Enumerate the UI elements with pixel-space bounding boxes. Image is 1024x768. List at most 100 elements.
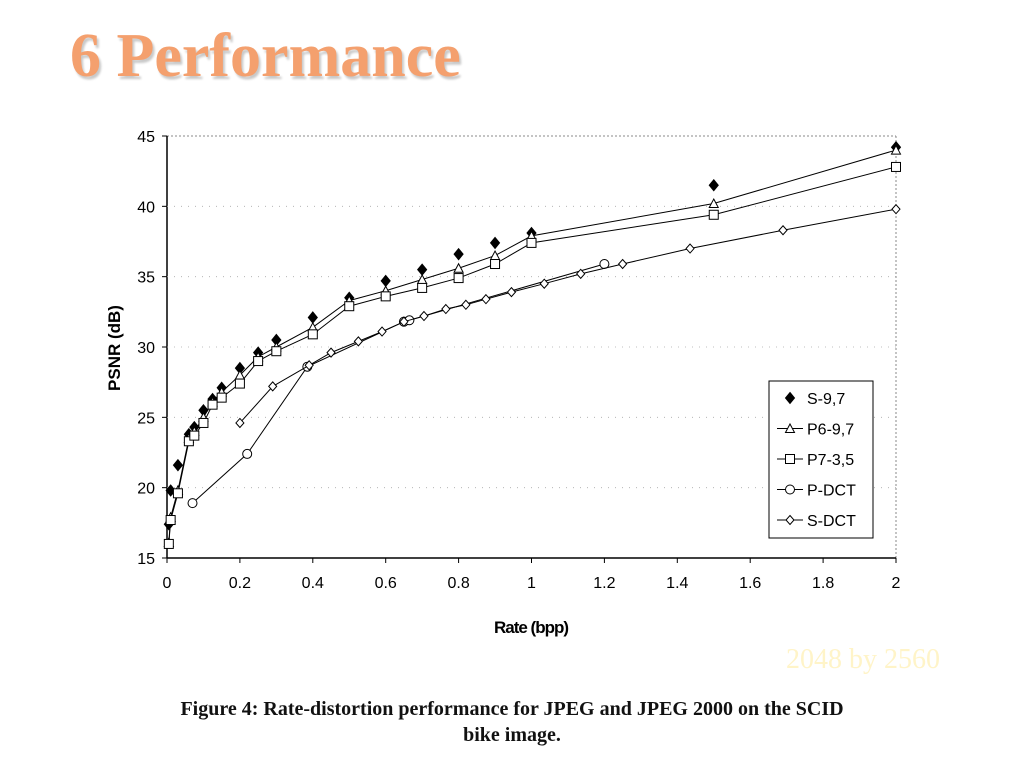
point-marker bbox=[189, 430, 200, 441]
point-marker bbox=[304, 360, 314, 371]
point-marker bbox=[506, 286, 517, 298]
figure-caption: Figure 4: Rate-distortion performance fo… bbox=[0, 696, 1024, 748]
y-tick-label: 15 bbox=[137, 551, 155, 568]
point-marker bbox=[165, 515, 176, 526]
point-marker bbox=[576, 268, 586, 280]
point-marker bbox=[685, 243, 695, 254]
point-marker bbox=[172, 458, 184, 472]
point-marker bbox=[489, 236, 501, 250]
point-marker bbox=[198, 417, 209, 428]
x-tick-label: 0.2 bbox=[229, 575, 251, 592]
legend-entry: S-9,7 bbox=[784, 391, 845, 408]
point-marker bbox=[539, 278, 549, 289]
point-marker bbox=[207, 399, 218, 410]
point-marker bbox=[708, 209, 719, 220]
point-marker bbox=[417, 263, 428, 276]
point-marker bbox=[481, 293, 491, 305]
x-tick-label: 0.4 bbox=[302, 575, 324, 592]
legend-label: P7-3,5 bbox=[807, 452, 854, 469]
point-marker bbox=[380, 274, 391, 288]
point-marker bbox=[490, 259, 501, 270]
caption-line-1: Figure 4: Rate-distortion performance fo… bbox=[180, 698, 844, 720]
legend-label: P6-9,7 bbox=[807, 422, 854, 439]
x-axis-ticks: 0 0.2 0.4 0.6 0.8 1 1.2 1.4 1.6 1.8 2 bbox=[163, 558, 901, 592]
point-marker bbox=[242, 448, 253, 459]
slide-title: 6 Performance bbox=[70, 22, 461, 90]
rate-distortion-chart: 0 0.2 0.4 0.6 0.8 1 1.2 1.4 1.6 1.8 2 15 20 25 30 35 40… bbox=[105, 129, 902, 637]
y-tick-label: 45 bbox=[137, 129, 155, 146]
point-marker bbox=[163, 538, 174, 549]
y-tick-label: 30 bbox=[137, 340, 155, 357]
x-tick-label: 0.8 bbox=[447, 575, 469, 592]
point-marker bbox=[377, 326, 387, 337]
point-marker bbox=[453, 262, 464, 273]
legend-entry: S-DCT bbox=[777, 513, 856, 530]
point-marker bbox=[307, 311, 318, 324]
point-marker bbox=[784, 422, 796, 433]
series-line bbox=[192, 263, 605, 504]
point-marker bbox=[307, 329, 318, 340]
point-marker bbox=[235, 417, 245, 429]
point-marker bbox=[419, 310, 429, 322]
point-marker bbox=[784, 391, 796, 405]
point-marker bbox=[526, 237, 537, 248]
y-tick-label: 25 bbox=[137, 410, 155, 427]
point-marker bbox=[785, 484, 795, 495]
x-tick-label: 1.6 bbox=[739, 575, 761, 592]
legend-label: P-DCT bbox=[807, 483, 856, 500]
x-tick-label: 0.6 bbox=[375, 575, 397, 592]
point-marker bbox=[891, 203, 901, 215]
legend-entry: P7-3,5 bbox=[777, 452, 854, 469]
y-axis-label: PSNR (dB) bbox=[105, 305, 124, 391]
point-marker bbox=[785, 514, 795, 526]
x-axis-label: Rate (bpp) bbox=[494, 618, 568, 637]
x-tick-label: 1.4 bbox=[666, 575, 688, 592]
point-marker bbox=[453, 247, 464, 261]
point-marker bbox=[344, 301, 355, 312]
series-s-9-7 bbox=[163, 140, 902, 531]
x-tick-label: 1.2 bbox=[593, 575, 615, 592]
series-p-dct bbox=[187, 259, 610, 509]
point-marker bbox=[417, 282, 428, 293]
x-tick-label: 0 bbox=[163, 575, 172, 592]
y-tick-label: 35 bbox=[137, 270, 155, 287]
point-marker bbox=[253, 356, 264, 367]
series-s-dct bbox=[235, 203, 901, 429]
point-marker bbox=[441, 303, 451, 315]
legend-entry: P6-9,7 bbox=[777, 422, 854, 439]
point-marker bbox=[216, 392, 227, 403]
y-axis-ticks: 15 20 25 30 35 40 45 bbox=[137, 129, 167, 568]
legend-entry: P-DCT bbox=[777, 483, 856, 500]
point-marker bbox=[183, 436, 194, 447]
gridlines bbox=[167, 205, 896, 489]
point-marker bbox=[271, 346, 282, 357]
point-marker bbox=[461, 299, 471, 311]
point-marker bbox=[617, 258, 628, 270]
series-line bbox=[239, 208, 897, 424]
point-marker bbox=[268, 381, 278, 392]
legend-label: S-9,7 bbox=[807, 391, 845, 408]
point-marker bbox=[890, 144, 902, 155]
series-layer bbox=[163, 140, 902, 549]
point-marker bbox=[416, 273, 428, 284]
series-p7-3-5 bbox=[163, 161, 901, 549]
point-marker bbox=[326, 347, 336, 358]
point-marker bbox=[380, 291, 391, 302]
point-marker bbox=[234, 378, 245, 389]
point-marker bbox=[785, 454, 795, 464]
point-marker bbox=[708, 178, 719, 192]
point-marker bbox=[778, 224, 788, 236]
point-marker bbox=[891, 161, 901, 172]
point-marker bbox=[453, 273, 464, 284]
point-marker bbox=[353, 336, 364, 347]
caption-line-2: bike image. bbox=[463, 724, 561, 746]
point-marker bbox=[399, 316, 409, 327]
x-tick-label: 1 bbox=[527, 575, 536, 592]
y-tick-label: 40 bbox=[137, 199, 155, 216]
x-tick-label: 2 bbox=[892, 575, 901, 592]
point-marker bbox=[489, 249, 501, 261]
y-tick-label: 20 bbox=[137, 481, 155, 498]
legend: S-9,7 P6-9,7 P7-3,5 P-DCT S-DCT bbox=[768, 380, 874, 539]
x-tick-label: 1.8 bbox=[812, 575, 834, 592]
point-marker bbox=[187, 498, 198, 509]
